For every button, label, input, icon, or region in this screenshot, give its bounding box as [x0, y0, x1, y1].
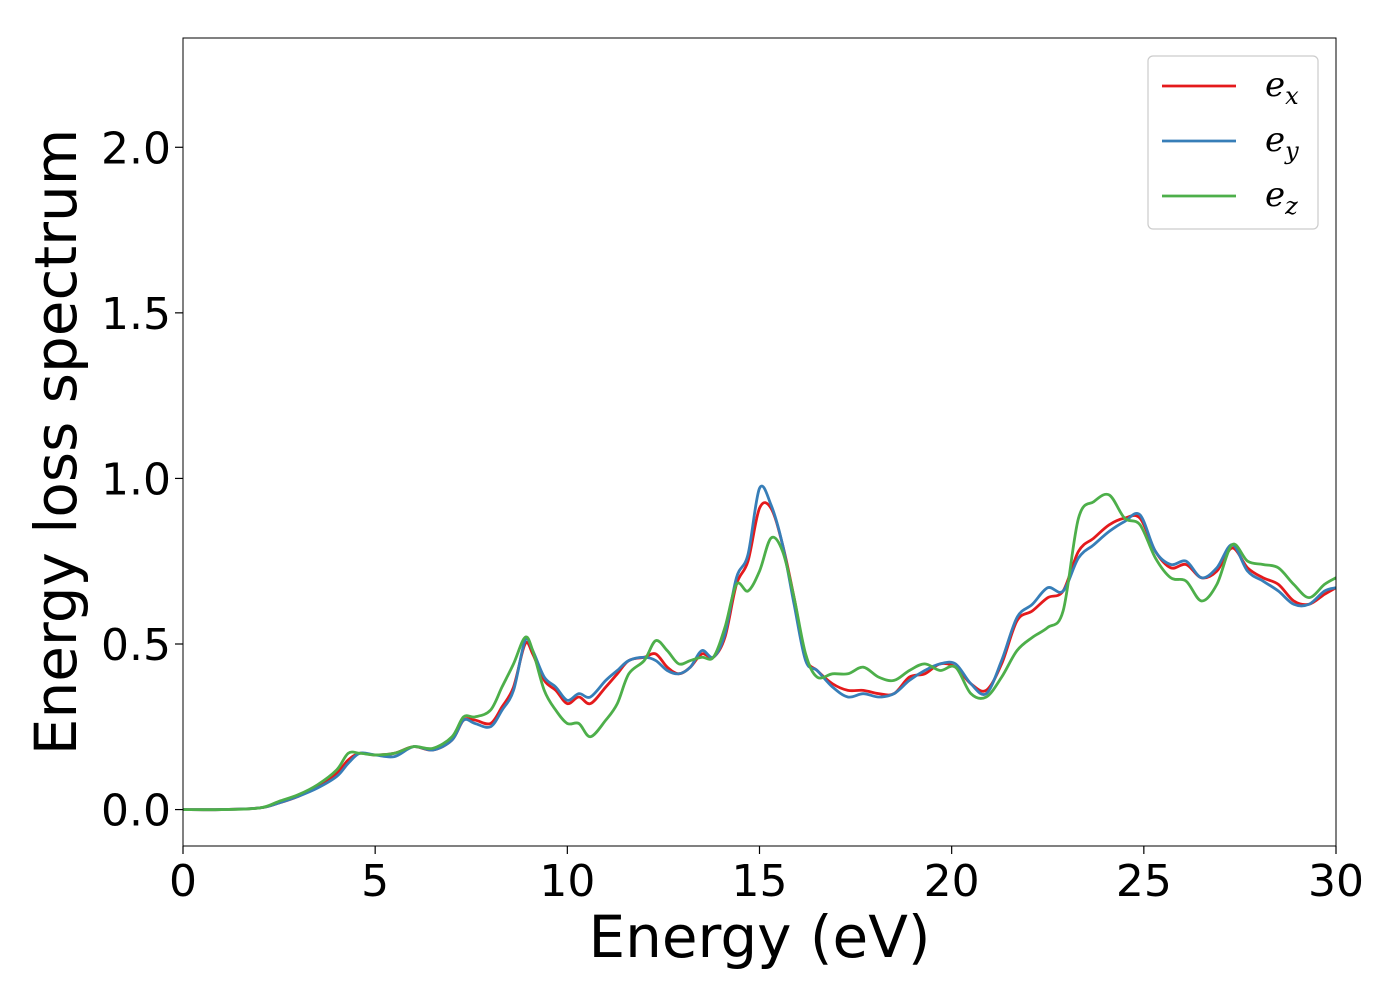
legend-label-subscript: x: [1285, 82, 1299, 110]
legend-label-base: e: [1265, 120, 1285, 160]
series-group: [183, 484, 1336, 812]
y-tick-label: 0.5: [101, 620, 171, 671]
legend-box: [1147, 55, 1319, 230]
legend-label-base: e: [1265, 175, 1285, 215]
y-tick-label: 2.0: [101, 123, 171, 174]
legend-label-base: e: [1265, 65, 1285, 105]
legend-label-subscript: y: [1284, 137, 1299, 165]
legend-label-ex: ex: [1265, 65, 1299, 110]
y-tick-label: 0.0: [101, 786, 171, 837]
legend-label-ez: ez: [1265, 175, 1298, 220]
legend-label-subscript: z: [1284, 192, 1298, 220]
y-axis: 0.0 0.5 1.0 1.5 2.0: [101, 123, 183, 837]
y-tick-label: 1.0: [101, 454, 171, 505]
series-line-ey: [183, 484, 1336, 812]
x-tick-label: 30: [1308, 856, 1364, 907]
legend-label-ey: ey: [1265, 120, 1299, 165]
series-line-ez: [183, 492, 1336, 812]
x-tick-label: 5: [361, 856, 389, 907]
x-tick-label: 0: [169, 856, 197, 907]
x-tick-label: 10: [539, 856, 595, 907]
x-tick-label: 25: [1116, 856, 1172, 907]
plot-area: [183, 38, 1336, 846]
x-tick-label: 20: [924, 856, 980, 907]
x-axis-label: Energy (eV): [588, 903, 930, 971]
x-tick-label: 15: [732, 856, 788, 907]
y-tick-label: 1.5: [101, 289, 171, 340]
y-axis-label: Energy loss spectrum: [22, 129, 90, 755]
x-axis: 0 5 10 15 20 25 30: [169, 846, 1364, 907]
